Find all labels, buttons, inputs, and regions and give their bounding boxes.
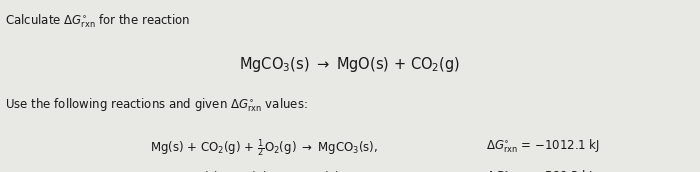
Text: 2Mg(s) + O$_2$(g) $\rightarrow$ 2MgO(s),: 2Mg(s) + O$_2$(g) $\rightarrow$ 2MgO(s), — [178, 169, 344, 172]
Text: MgCO$_3$(s) $\rightarrow$ MgO(s) + CO$_2$(g): MgCO$_3$(s) $\rightarrow$ MgO(s) + CO$_2… — [239, 55, 461, 74]
Text: Mg(s) + CO$_2$(g) + $\frac{1}{2}$O$_2$(g) $\rightarrow$ MgCO$_3$(s),: Mg(s) + CO$_2$(g) + $\frac{1}{2}$O$_2$(g… — [150, 138, 379, 159]
Text: Use the following reactions and given $\Delta G^{\circ}_{\sf rxn}$ values:: Use the following reactions and given $\… — [5, 96, 308, 114]
Text: $\Delta G^{\circ}_{\sf rxn}$ = $-$569.3 kJ: $\Delta G^{\circ}_{\sf rxn}$ = $-$569.3 … — [486, 169, 593, 172]
Text: Calculate $\Delta G^{\circ}_{\sf rxn}$ for the reaction: Calculate $\Delta G^{\circ}_{\sf rxn}$ f… — [5, 12, 190, 30]
Text: $\Delta G^{\circ}_{\sf rxn}$ = $-$1012.1 kJ: $\Delta G^{\circ}_{\sf rxn}$ = $-$1012.1… — [486, 138, 601, 155]
